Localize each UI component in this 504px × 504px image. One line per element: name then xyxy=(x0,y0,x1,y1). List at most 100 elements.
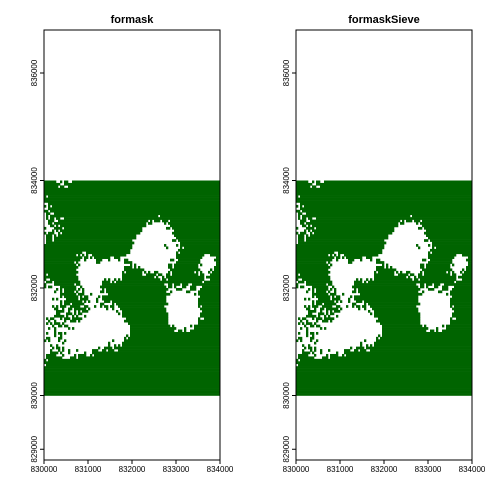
forest-cell xyxy=(84,300,87,303)
forest-cell xyxy=(372,307,419,311)
forest-cell xyxy=(84,351,87,355)
forest-cell xyxy=(154,270,159,274)
forest-cell xyxy=(304,305,307,308)
forest-cell xyxy=(114,344,117,347)
forest-cell xyxy=(56,346,61,350)
forest-cell xyxy=(194,292,197,296)
forest-cell xyxy=(298,336,303,340)
forest-cell xyxy=(320,309,323,313)
forest-cell xyxy=(296,368,473,372)
forest-cell xyxy=(150,219,153,223)
forest-cell xyxy=(442,329,473,333)
forest-cell xyxy=(122,312,169,316)
forest-cell xyxy=(44,231,47,235)
forest-cell xyxy=(336,295,341,299)
forest-cell xyxy=(56,344,59,347)
forest-cell xyxy=(44,192,221,196)
forest-cell xyxy=(96,297,99,301)
forest-cell xyxy=(352,285,419,289)
forest-cell xyxy=(44,268,77,272)
forest-cell xyxy=(60,292,77,296)
forest-cell xyxy=(452,270,455,274)
forest-cell xyxy=(356,300,363,303)
forest-cell xyxy=(356,346,365,350)
forest-cell xyxy=(432,246,435,250)
forest-cell xyxy=(50,278,79,281)
forest-cell xyxy=(354,283,417,286)
forest-cell xyxy=(92,349,99,352)
forest-cell xyxy=(60,288,63,291)
forest-cell xyxy=(162,275,165,279)
forest-cell xyxy=(450,322,473,325)
forest-cell xyxy=(348,258,355,262)
forest-cell xyxy=(412,214,473,218)
x-tick-label: 832000 xyxy=(119,465,146,474)
forest-cell xyxy=(374,270,377,274)
forest-cell xyxy=(202,309,221,313)
forest-cell xyxy=(72,317,83,321)
forest-cell xyxy=(436,329,439,333)
forest-cell xyxy=(302,322,305,325)
forest-cell xyxy=(68,309,71,313)
forest-cell xyxy=(424,226,473,230)
x-tick-label: 834000 xyxy=(459,465,486,474)
forest-cell xyxy=(126,270,143,274)
forest-cell xyxy=(46,356,63,360)
forest-cell xyxy=(386,266,389,269)
forest-cell xyxy=(196,270,199,274)
forest-cell xyxy=(58,324,63,328)
forest-cell xyxy=(350,295,353,299)
forest-cell xyxy=(120,307,167,311)
forest-cell xyxy=(306,327,309,330)
forest-cell xyxy=(114,256,121,259)
forest-cell xyxy=(306,226,315,230)
forest-cell xyxy=(122,278,161,281)
forest-cell xyxy=(318,312,325,316)
forest-cell xyxy=(302,217,307,220)
forest-cell xyxy=(306,212,473,215)
forest-cell xyxy=(154,219,161,223)
y-tick-label: 836000 xyxy=(30,59,39,86)
forest-cell xyxy=(174,229,221,233)
forest-cell xyxy=(116,280,203,284)
forest-cell xyxy=(198,292,221,296)
forest-cell xyxy=(54,280,81,284)
forest-cell xyxy=(308,312,313,316)
forest-cell xyxy=(306,334,309,338)
forest-cell xyxy=(368,302,421,306)
forest-cell xyxy=(296,209,301,213)
forest-cell xyxy=(44,285,47,289)
forest-cell xyxy=(44,371,221,374)
forest-cell xyxy=(302,209,473,213)
forest-cell xyxy=(56,217,61,220)
forest-cell xyxy=(310,234,389,237)
forest-cell xyxy=(324,317,335,321)
forest-cell xyxy=(314,322,317,325)
forest-cell xyxy=(200,295,221,299)
forest-cell xyxy=(68,351,71,355)
forest-cell xyxy=(168,283,173,286)
forest-cell xyxy=(428,253,457,257)
forest-cell xyxy=(52,204,221,208)
forest-cell xyxy=(172,273,199,277)
forest-cell xyxy=(330,356,473,360)
forest-cell xyxy=(324,314,327,318)
forest-cell xyxy=(468,261,473,264)
forest-cell xyxy=(296,358,299,362)
forest-cell xyxy=(308,346,313,350)
forest-cell xyxy=(448,270,451,274)
forest-cell xyxy=(346,305,349,308)
forest-cell xyxy=(306,314,317,318)
forest-cell xyxy=(302,278,331,281)
forest-cell xyxy=(344,351,473,355)
forest-cell xyxy=(44,275,79,279)
y-tick-label: 834000 xyxy=(282,167,291,194)
forest-cell xyxy=(74,353,77,357)
forest-cell xyxy=(54,222,147,225)
forest-cell xyxy=(174,266,199,269)
forest-cell xyxy=(362,305,367,308)
forest-cell xyxy=(462,273,473,277)
forest-cell xyxy=(326,307,339,311)
forest-cell xyxy=(382,331,473,335)
forest-cell xyxy=(172,239,177,242)
